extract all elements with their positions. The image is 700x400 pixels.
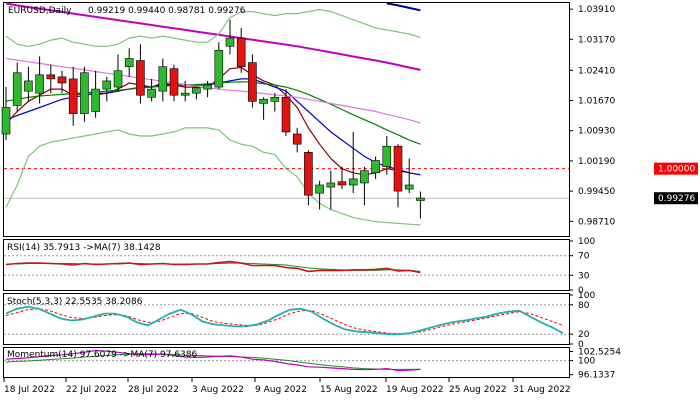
- candle-body: [259, 99, 268, 104]
- candle-body: [281, 96, 291, 133]
- candle-body: [80, 72, 89, 114]
- indicator-tick-label: 30: [578, 271, 590, 281]
- rsi-label: RSI(14) 35.7913 ->MA(7) 38.1428: [7, 243, 161, 253]
- indicator-tick-label: 0: [578, 286, 584, 296]
- price-tick-label: 1.01670: [578, 97, 615, 107]
- indicator-tick-label: 96.1337: [578, 371, 615, 381]
- candle-body: [292, 133, 302, 145]
- x-tick-label: 18 Jul 2022: [4, 385, 55, 395]
- price-tick-label: 0.99450: [578, 187, 615, 197]
- candle-body: [136, 60, 145, 96]
- current-price-tag: 0.99276: [654, 192, 698, 205]
- x-tick-label: 9 Aug 2022: [255, 385, 307, 395]
- candle-body: [180, 92, 190, 96]
- candle-body: [46, 74, 56, 80]
- x-tick-label: 25 Aug 2022: [449, 385, 507, 395]
- svg-text:0.99276: 0.99276: [658, 194, 695, 204]
- indicator-tick-label: 100: [578, 237, 595, 247]
- candle-body: [192, 87, 201, 94]
- price-tick-label: 1.00190: [578, 157, 615, 167]
- candle-body: [304, 152, 313, 196]
- x-tick-label: 28 Jul 2022: [128, 385, 179, 395]
- x-tick-label: 15 Aug 2022: [320, 385, 378, 395]
- candle-body: [12, 72, 22, 106]
- price-tick-label: 1.02410: [578, 66, 615, 76]
- candle-body: [326, 182, 336, 188]
- stoch-main-line: [5, 305, 564, 336]
- indicator-tick-label: 80: [578, 301, 590, 311]
- candle-body: [416, 197, 425, 201]
- candle-body: [348, 178, 358, 186]
- candle-body: [393, 145, 403, 192]
- indicator-tick-label: 100: [578, 357, 595, 367]
- candle-body: [91, 88, 100, 112]
- candle-body: [113, 70, 123, 88]
- stoch-label: Stoch(5,3,3) 22.5535 38.2086: [7, 297, 143, 307]
- candle-body: [214, 50, 224, 88]
- candle-body: [248, 62, 257, 102]
- indicator-tick-label: 102.5254: [578, 347, 621, 357]
- chart-title: EURUSD,Daily: [8, 6, 72, 16]
- overlay-line-6: [5, 127, 421, 226]
- candle-body: [1, 107, 11, 135]
- x-tick-label: 19 Aug 2022: [386, 385, 444, 395]
- overlay-line-3: [5, 57, 421, 124]
- candle-body: [68, 78, 78, 114]
- price-tick-label: 1.03170: [578, 35, 615, 45]
- candle-body: [404, 184, 414, 190]
- indicator-tick-label: 100: [578, 291, 595, 301]
- candle-body: [225, 37, 235, 47]
- indicator-tick-label: 0: [578, 340, 584, 350]
- candle-body: [236, 37, 246, 67]
- candle-body: [147, 88, 156, 98]
- x-tick-label: 3 Aug 2022: [192, 385, 244, 395]
- candle-body: [382, 145, 392, 167]
- candle-body: [35, 74, 44, 94]
- candle-body: [169, 68, 179, 96]
- candle-body: [57, 76, 67, 84]
- x-tick-label: 31 Aug 2022: [513, 385, 571, 395]
- overlay-line-4: [5, 2, 421, 71]
- candle-body: [371, 160, 380, 174]
- candle-body: [360, 170, 369, 184]
- indicator-tick-label: 20: [578, 330, 590, 340]
- momentum-pane: [3, 347, 570, 378]
- candle-body: [102, 80, 112, 90]
- price-tick-label: 1.03910: [578, 5, 615, 15]
- candle-body: [158, 66, 168, 92]
- candle-body: [203, 84, 212, 90]
- candle-body: [315, 184, 324, 194]
- ohlc-readout: 0.99219 0.99440 0.98781 0.99276: [88, 6, 246, 16]
- svg-text:1.00000: 1.00000: [658, 165, 695, 175]
- momentum-label: Momentum(14) 97.6079 ->MA(7) 97.6386: [7, 350, 198, 360]
- x-tick-label: 22 Jul 2022: [66, 385, 117, 395]
- candle-body: [270, 96, 280, 102]
- level-tag: 1.00000: [654, 162, 698, 175]
- overlay-line-5: [5, 8, 421, 47]
- candle-body: [337, 181, 347, 186]
- price-tick-label: 0.98710: [578, 217, 615, 227]
- stoch-signal-line: [5, 308, 564, 335]
- indicator-tick-label: 70: [578, 252, 590, 262]
- candle-body: [24, 80, 33, 92]
- momentum-line: [5, 349, 421, 372]
- rsi-line: [5, 260, 421, 274]
- price-tick-label: 1.00930: [578, 127, 615, 137]
- overlay-line-7: [386, 2, 421, 12]
- candle-body: [124, 58, 134, 67]
